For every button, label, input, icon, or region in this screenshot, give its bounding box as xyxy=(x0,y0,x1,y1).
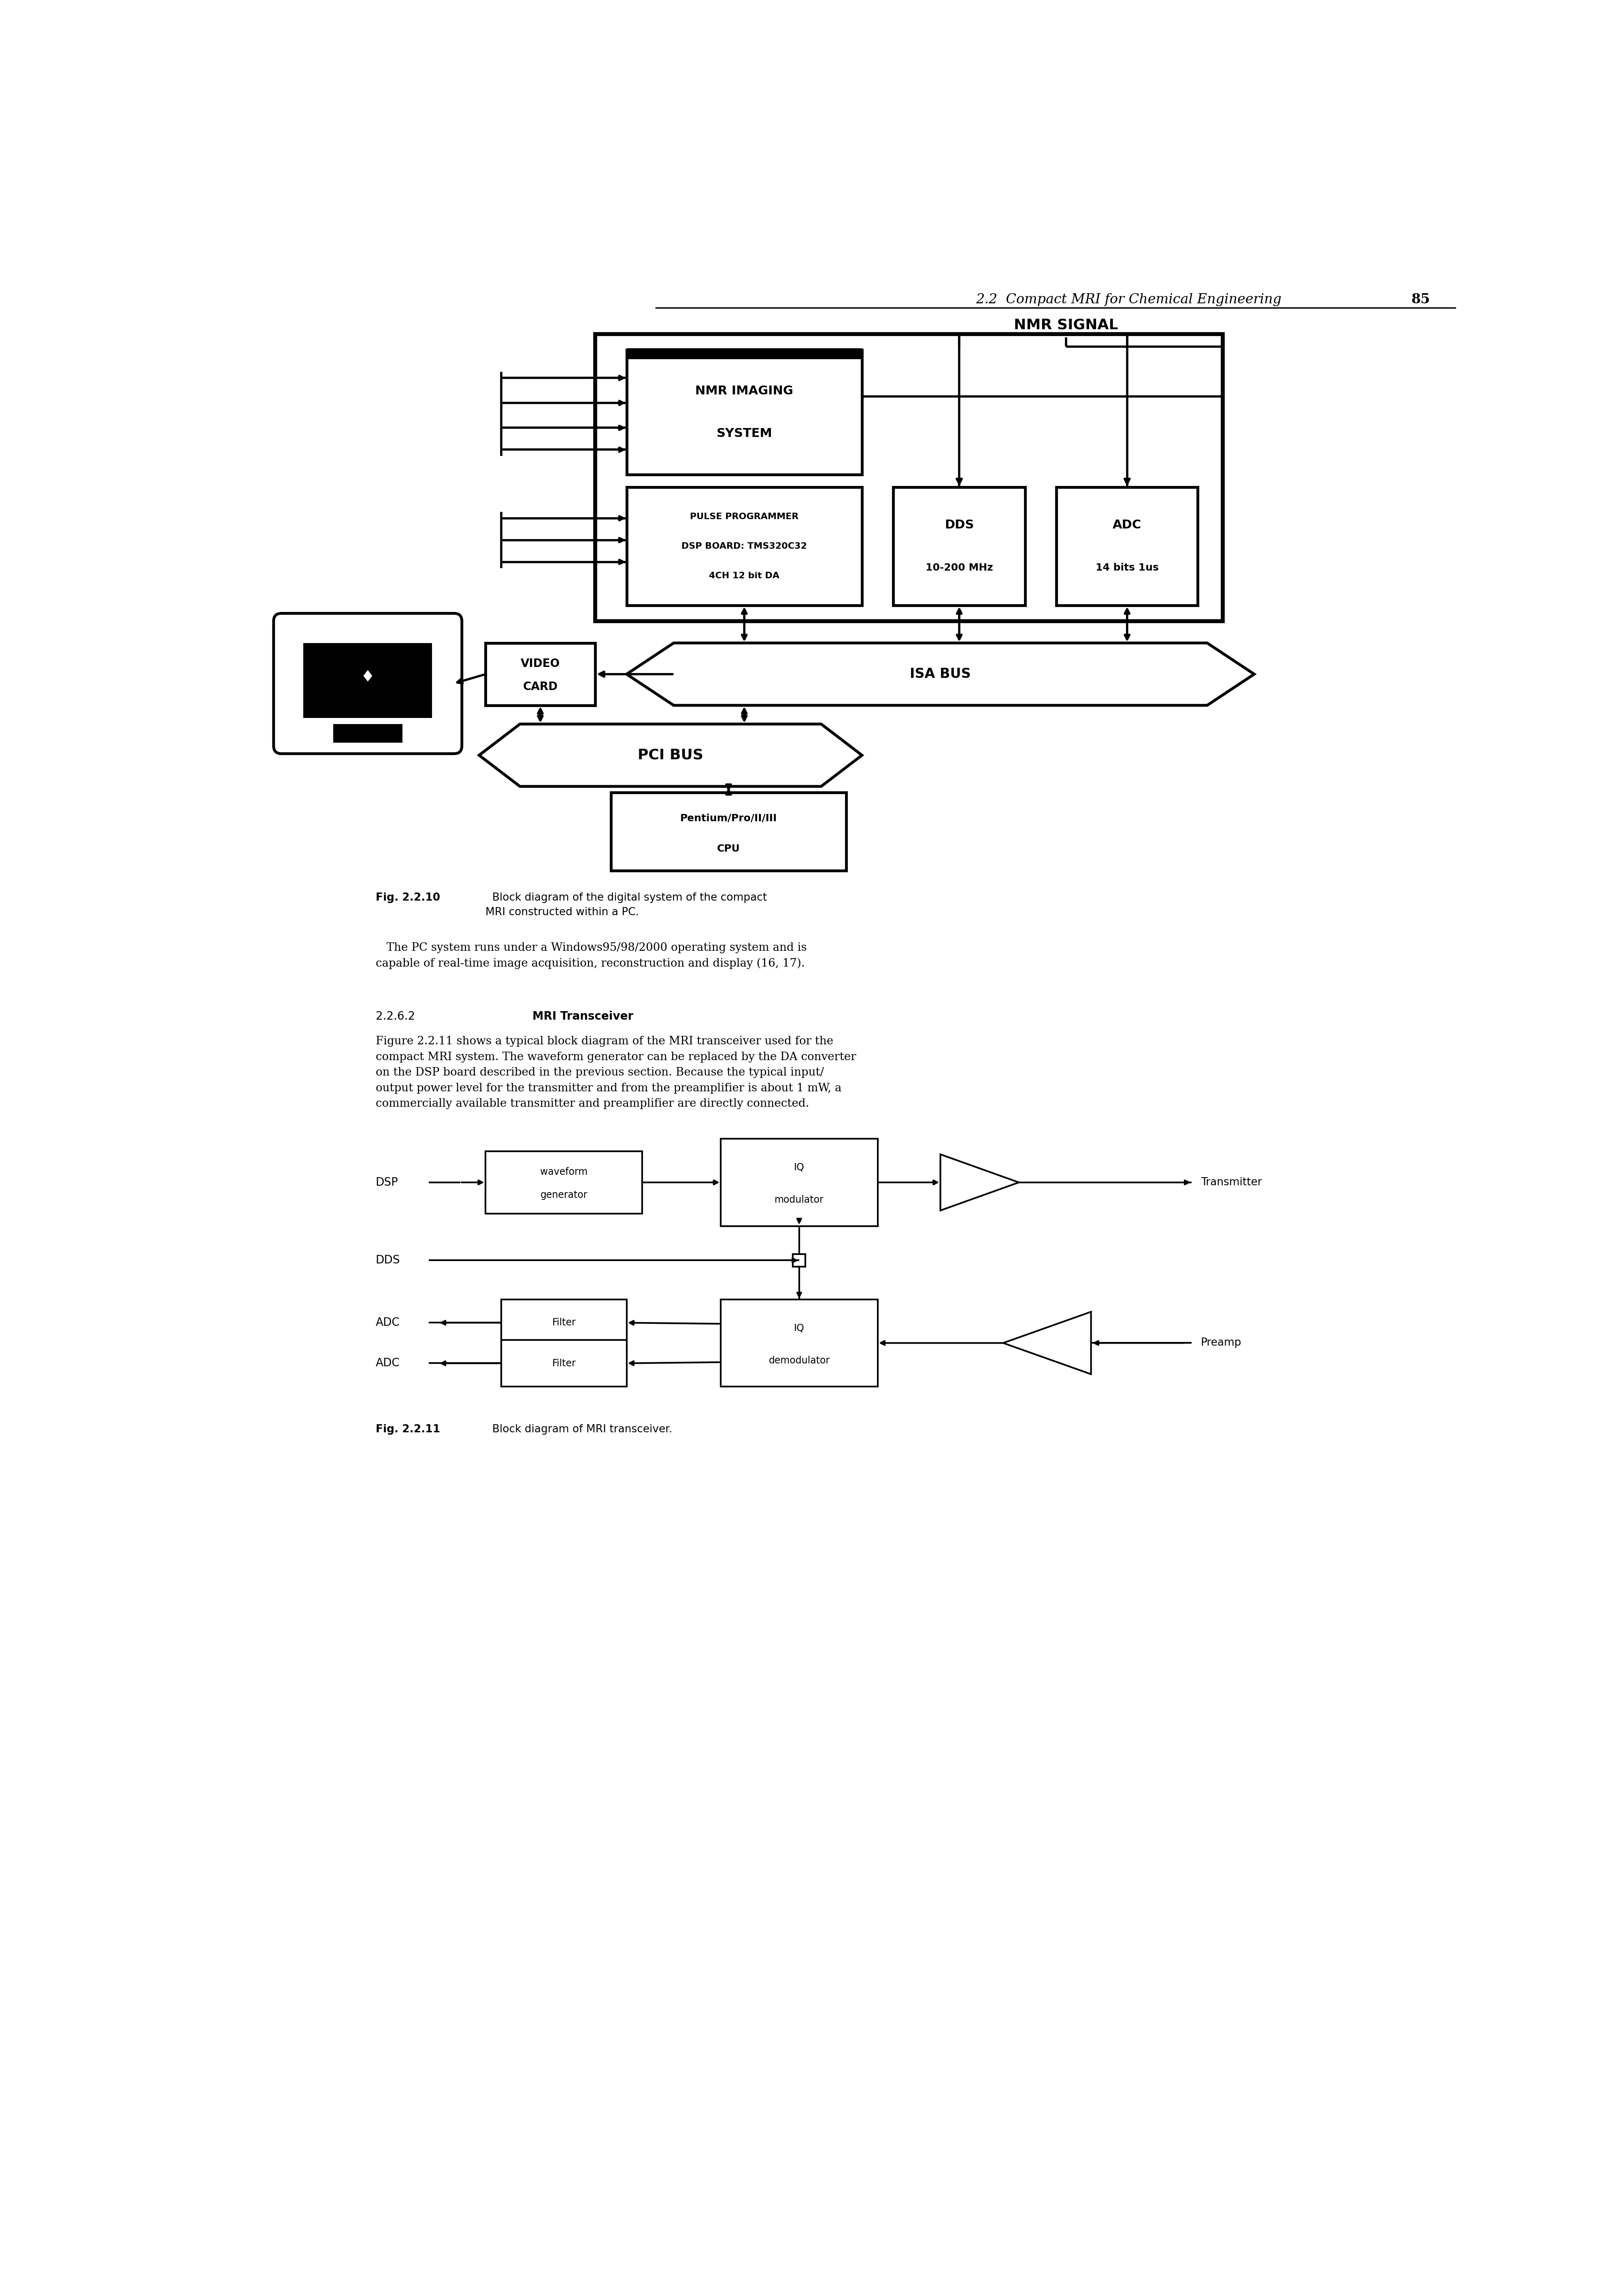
Polygon shape xyxy=(627,644,1254,706)
Text: VIDEO: VIDEO xyxy=(521,658,560,669)
Text: SYSTEM: SYSTEM xyxy=(716,429,771,440)
Text: DDS: DDS xyxy=(945,518,974,532)
Text: 4CH 12 bit DA: 4CH 12 bit DA xyxy=(710,573,780,580)
Bar xyxy=(502,1341,627,1387)
Text: waveform: waveform xyxy=(541,1167,588,1176)
Text: ♦: ♦ xyxy=(361,669,375,685)
Text: ADC: ADC xyxy=(375,1318,400,1329)
Bar xyxy=(611,793,846,871)
Text: Fig. 2.2.11: Fig. 2.2.11 xyxy=(375,1423,440,1435)
Text: Preamp: Preamp xyxy=(1200,1339,1241,1348)
Text: IQ: IQ xyxy=(794,1322,804,1334)
Bar xyxy=(333,724,403,743)
Text: NMR SIGNAL: NMR SIGNAL xyxy=(1013,319,1117,332)
Text: The PC system runs under a Windows95/98/2000 operating system and is
capable of : The PC system runs under a Windows95/98/… xyxy=(375,942,807,970)
Bar xyxy=(304,644,432,717)
Bar xyxy=(627,351,862,474)
Text: CPU: CPU xyxy=(718,843,741,853)
Text: ADC: ADC xyxy=(375,1357,400,1368)
Bar xyxy=(793,1254,806,1267)
Text: 2.2.6.2: 2.2.6.2 xyxy=(375,1011,414,1022)
Bar xyxy=(893,488,1025,605)
Text: 14 bits 1us: 14 bits 1us xyxy=(1096,564,1158,573)
Text: Filter: Filter xyxy=(552,1359,577,1368)
Text: Fig. 2.2.10: Fig. 2.2.10 xyxy=(375,892,440,903)
Text: NMR IMAGING: NMR IMAGING xyxy=(695,385,793,397)
Bar xyxy=(721,1139,877,1226)
Polygon shape xyxy=(479,724,862,786)
Text: DSP BOARD: TMS320C32: DSP BOARD: TMS320C32 xyxy=(682,543,807,550)
Text: Block diagram of the digital system of the compact
MRI constructed within a PC.: Block diagram of the digital system of t… xyxy=(486,892,767,917)
Text: Transmitter: Transmitter xyxy=(1200,1178,1262,1187)
Polygon shape xyxy=(940,1155,1018,1210)
Text: DSP: DSP xyxy=(375,1176,398,1187)
Text: ADC: ADC xyxy=(1112,518,1142,532)
Polygon shape xyxy=(1004,1311,1091,1375)
Text: 2.2  Compact MRI for Chemical Engineering: 2.2 Compact MRI for Chemical Engineering xyxy=(976,293,1281,307)
Text: generator: generator xyxy=(541,1190,588,1199)
Bar xyxy=(793,1254,806,1267)
Text: IQ: IQ xyxy=(794,1162,804,1174)
Text: 10-200 MHz: 10-200 MHz xyxy=(926,564,992,573)
Bar xyxy=(627,488,862,605)
Text: modulator: modulator xyxy=(775,1194,823,1206)
Bar xyxy=(486,644,596,706)
Bar xyxy=(486,1151,643,1212)
Text: demodulator: demodulator xyxy=(768,1355,830,1366)
Text: Block diagram of MRI transceiver.: Block diagram of MRI transceiver. xyxy=(486,1423,672,1435)
Bar xyxy=(502,1300,627,1345)
Text: PCI BUS: PCI BUS xyxy=(638,749,703,763)
Text: ISA BUS: ISA BUS xyxy=(909,667,971,681)
Text: DDS: DDS xyxy=(375,1254,400,1265)
Text: PULSE PROGRAMMER: PULSE PROGRAMMER xyxy=(690,513,799,520)
Bar xyxy=(721,1300,877,1387)
Bar xyxy=(627,348,862,360)
Text: Pentium/Pro/II/III: Pentium/Pro/II/III xyxy=(680,814,776,823)
Bar xyxy=(1057,488,1199,605)
Text: MRI Transceiver: MRI Transceiver xyxy=(533,1011,633,1022)
Text: CARD: CARD xyxy=(523,681,557,692)
Bar xyxy=(596,335,1223,621)
Text: Figure 2.2.11 shows a typical block diagram of the MRI transceiver used for the
: Figure 2.2.11 shows a typical block diag… xyxy=(375,1036,856,1109)
Text: Filter: Filter xyxy=(552,1318,577,1327)
Text: 85: 85 xyxy=(1411,293,1429,307)
FancyBboxPatch shape xyxy=(273,614,461,754)
